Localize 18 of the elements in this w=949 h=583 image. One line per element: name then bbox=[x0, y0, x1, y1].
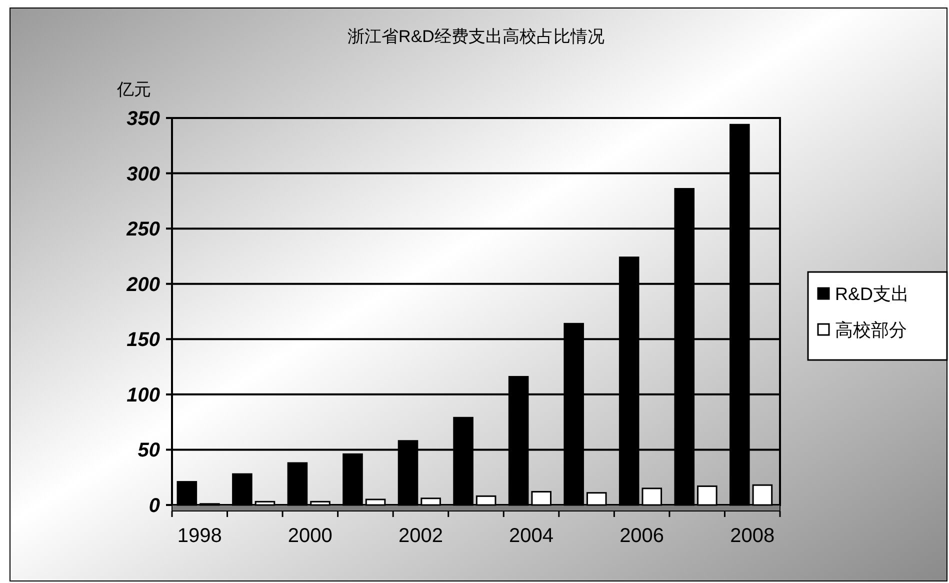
y-tick-label: 250 bbox=[126, 218, 160, 241]
x-tick-label: 1998 bbox=[177, 525, 222, 547]
x-tick-label: 2006 bbox=[620, 525, 664, 547]
x-tick-label: 2004 bbox=[509, 525, 554, 547]
x-tick-label: 2008 bbox=[730, 525, 775, 547]
y-tick-label: 150 bbox=[126, 329, 160, 352]
y-axis-title: 亿元 bbox=[116, 80, 151, 99]
chart-title: 浙江省R&D经费支出高校占比情况 bbox=[348, 27, 604, 46]
y-tick-label: 50 bbox=[138, 440, 160, 462]
x-tick-label: 2002 bbox=[398, 525, 443, 547]
y-tick-label: 100 bbox=[126, 384, 160, 406]
y-tick-label: 300 bbox=[126, 163, 160, 186]
y-tick-label: 0 bbox=[148, 495, 160, 517]
y-tick-label: 350 bbox=[126, 108, 160, 130]
legend-label: 高校部分 bbox=[835, 320, 907, 340]
legend-label: R&D支出 bbox=[835, 284, 910, 304]
y-tick-label: 200 bbox=[126, 274, 160, 296]
x-tick-label: 2000 bbox=[288, 525, 332, 547]
